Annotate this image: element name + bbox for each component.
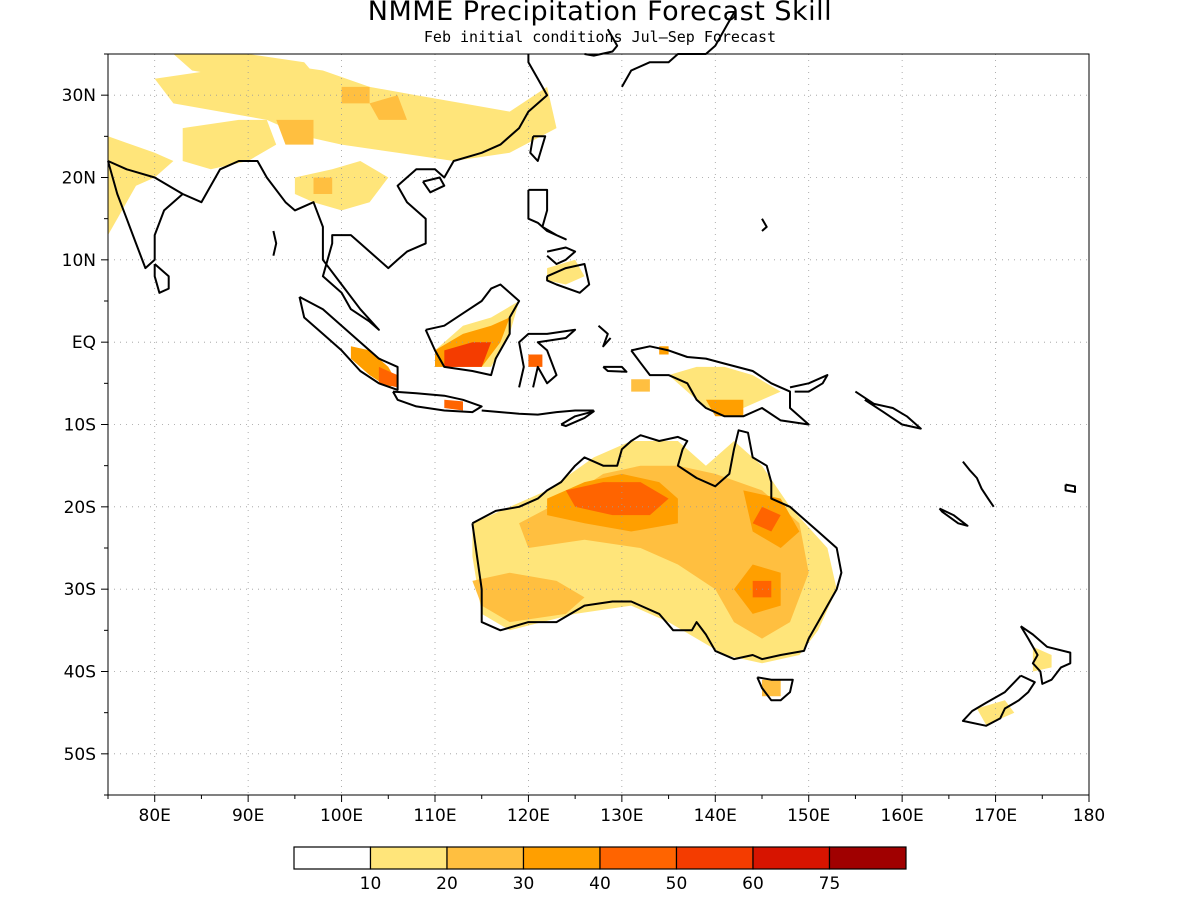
map-frame <box>107 53 1090 796</box>
coastline-visayas <box>546 246 577 265</box>
lat-tick-label: 20N <box>62 169 96 189</box>
skill-region-china-sw <box>276 119 314 145</box>
lon-tick-label: 130E <box>600 806 643 826</box>
skill-region-philippines <box>547 259 585 285</box>
coastline-sumatra <box>298 296 399 391</box>
map-title: NMME Precipitation Forecast Skill <box>367 0 833 27</box>
coastline-new-caledonia <box>938 507 969 527</box>
coastline-taiwan <box>529 135 547 162</box>
coastline-fiji <box>1064 483 1076 493</box>
coastline-lesser-sundas <box>481 409 594 416</box>
lon-tick-label: 150E <box>787 806 830 826</box>
coastline-borneo <box>424 283 521 377</box>
latitude-axis: 30N 20N 10N EQ 10S 20S 30S 40S 50S <box>62 53 108 796</box>
lon-tick-label: 170E <box>974 806 1017 826</box>
longitude-axis: 80E 90E 100E 110E 120E 130E 140E 150E 160E 170E 18… <box>107 795 1105 826</box>
lon-tick-label: 120E <box>507 806 550 826</box>
lon-tick-label: 180 <box>1073 806 1105 826</box>
colorbar-label: 30 <box>513 874 535 894</box>
lon-tick-label: 160E <box>881 806 924 826</box>
colorbar: 10 20 30 40 50 60 75 <box>293 846 907 894</box>
lat-tick-label: 50S <box>64 745 96 765</box>
colorbar-swatch <box>369 846 448 870</box>
coastline-solomons <box>854 390 922 430</box>
skill-region-china-tibet <box>154 62 557 162</box>
colorbar-label: 75 <box>819 874 841 894</box>
coastline-tasmania <box>756 676 794 702</box>
coastline-java <box>392 390 483 414</box>
lon-tick-label: 140E <box>694 806 737 826</box>
colorbar-label: 20 <box>436 874 458 894</box>
coastline-timor <box>560 410 595 428</box>
skill-region-china-n <box>173 54 333 96</box>
coastline-korea <box>584 28 619 57</box>
lat-tick-label: 20S <box>64 498 96 518</box>
coastline-india <box>107 54 549 331</box>
lat-tick-label: 10S <box>64 416 96 436</box>
lon-tick-label: 110E <box>413 806 456 826</box>
skill-region-china-e <box>369 95 407 120</box>
skill-region-australia-ne-40 <box>752 506 781 532</box>
colorbar-swatch <box>522 846 601 870</box>
coastline-japan <box>621 12 735 88</box>
coastline-seram <box>602 365 628 373</box>
map-subtitle: Feb initial conditions Jul–Sep Forecast <box>423 28 777 46</box>
skill-region-indochina <box>294 161 389 211</box>
coastline-layer <box>107 12 1076 727</box>
skill-region-borneo-3 <box>444 342 492 367</box>
coastline-sulawesi <box>518 328 577 388</box>
skill-region-australia-sw <box>472 572 585 623</box>
coastline-micronesia <box>761 218 768 232</box>
coastline-luzon <box>527 188 567 241</box>
coastline-sri-lanka <box>153 263 170 294</box>
coastline-halmahera <box>597 324 612 348</box>
skill-region-indochina-2 <box>313 177 333 194</box>
coastline-hainan <box>422 176 446 194</box>
map-gridlines <box>108 54 1089 795</box>
coastline-india-west <box>107 160 184 270</box>
skill-region-java <box>444 399 463 411</box>
colorbar-swatch <box>446 846 525 870</box>
coastline-vanuatu <box>962 460 995 508</box>
colorbar-swatch <box>599 846 678 870</box>
skill-region-tasmania <box>762 679 781 697</box>
lon-tick-label: 80E <box>139 806 171 826</box>
coastline-new-britain <box>789 374 829 393</box>
skill-region-new-guinea <box>668 366 781 413</box>
coastline-australia <box>471 429 843 661</box>
lat-tick-label: 10N <box>62 251 96 271</box>
colorbar-label: 40 <box>589 874 611 894</box>
skill-region-india-nw <box>108 136 174 236</box>
lon-tick-label: 100E <box>320 806 363 826</box>
colorbar-swatch <box>828 846 907 870</box>
skill-region-sulawesi <box>528 354 543 367</box>
colorbar-label: 60 <box>742 874 764 894</box>
skill-region-india-ne <box>182 119 277 170</box>
colorbar-swatch <box>752 846 831 870</box>
colorbar-swatch <box>675 846 754 870</box>
lat-tick-label: 30N <box>62 86 96 106</box>
skill-region-new-zealand-s <box>976 700 1015 725</box>
colorbar-swatch <box>293 846 372 870</box>
coastline-nz-south <box>961 674 1036 727</box>
lat-tick-label: EQ <box>72 333 96 353</box>
lon-tick-label: 90E <box>232 806 264 826</box>
coastline-mindanao <box>546 263 591 294</box>
skill-region-new-guinea-w <box>631 379 650 392</box>
colorbar-label: 10 <box>360 874 382 894</box>
coastline-nz-north <box>1019 625 1072 685</box>
coastline-new-guinea <box>630 345 810 426</box>
skill-region-new-guinea-s <box>705 399 744 417</box>
lat-tick-label: 40S <box>64 663 96 683</box>
lat-tick-label: 30S <box>64 580 96 600</box>
coastline-andaman <box>272 230 278 256</box>
skill-region-sumatra-s <box>378 366 398 388</box>
skill-fill-layer <box>108 54 1052 725</box>
colorbar-label: 50 <box>666 874 688 894</box>
skill-region-china-c <box>341 86 370 104</box>
